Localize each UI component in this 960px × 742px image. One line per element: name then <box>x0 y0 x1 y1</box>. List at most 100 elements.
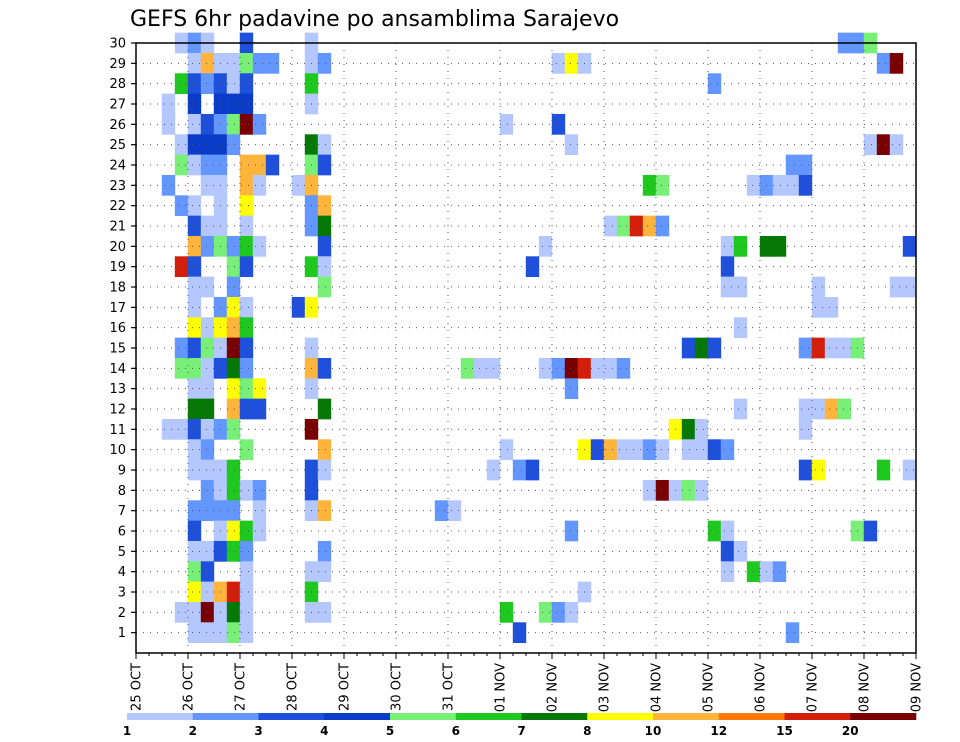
heatmap-cell-95 <box>629 215 644 237</box>
x-tick-label-0: 25 OCT <box>130 663 145 711</box>
heatmap-cell-302 <box>226 622 241 644</box>
x-tick-label-15: 09 NOV <box>910 663 925 712</box>
heatmap-cell-72 <box>291 174 306 196</box>
heatmap-cell-147 <box>239 337 254 359</box>
heatmap-cell-192 <box>837 398 852 420</box>
heatmap-cell-208 <box>499 439 514 461</box>
heatmap-cell-45 <box>174 134 189 156</box>
heatmap-cell-132 <box>291 296 306 318</box>
x-tick-label-9: 03 NOV <box>598 663 613 712</box>
colorbar: 1 2 3 4 5 6 7 8 10 12 15 20 <box>123 713 917 738</box>
heatmap-cell-256 <box>239 520 254 542</box>
colorbar-label-1: 2 <box>189 724 197 738</box>
y-tick-label-12: 12 <box>109 403 126 418</box>
heatmap-cell-92 <box>317 215 332 237</box>
heatmap-cell-68 <box>200 174 215 196</box>
heatmap-cell-112 <box>187 256 202 278</box>
y-tick-label-23: 23 <box>109 179 126 194</box>
y-tick-label-15: 15 <box>109 342 126 357</box>
heatmap-cell-211 <box>603 439 618 461</box>
heatmap-cell-255 <box>226 520 241 542</box>
heatmap-cell-82 <box>187 195 202 217</box>
heatmap-cell-137 <box>200 317 215 339</box>
heatmap-cell-88 <box>200 215 215 237</box>
heatmap-cell-304 <box>512 622 527 644</box>
heatmap-cells <box>161 32 917 644</box>
heatmap-cell-251 <box>434 500 449 522</box>
heatmap-cell-287 <box>174 601 189 623</box>
heatmap-cell-268 <box>317 540 332 562</box>
x-tick-label-4: 29 OCT <box>338 663 353 711</box>
heatmap-cell-188 <box>733 398 748 420</box>
heatmap-cell-66 <box>798 154 813 176</box>
heatmap-cell-207 <box>317 439 332 461</box>
heatmap-cell-170 <box>564 357 579 379</box>
heatmap-cell-184 <box>226 398 241 420</box>
heatmap-cell-74 <box>642 174 657 196</box>
x-tick-label-13: 07 NOV <box>806 663 821 712</box>
heatmap-cell-64 <box>317 154 332 176</box>
heatmap-cell-70 <box>239 174 254 196</box>
heatmap-cell-33 <box>226 93 241 115</box>
y-tick-label-17: 17 <box>109 301 126 316</box>
colorbar-label-3: 4 <box>320 724 328 738</box>
heatmap-cell-275 <box>317 561 332 583</box>
heatmap-cell-270 <box>733 540 748 562</box>
heatmap-cell-62 <box>265 154 280 176</box>
heatmap-cell-31 <box>187 93 202 115</box>
heatmap-cell-79 <box>785 174 800 196</box>
heatmap-cell-37 <box>187 113 202 135</box>
heatmap-cell-267 <box>239 540 254 562</box>
heatmap-cell-44 <box>551 113 566 135</box>
heatmap-cell-124 <box>733 276 748 298</box>
y-tick-label-1: 1 <box>118 626 126 641</box>
heatmap-cell-16 <box>317 52 332 74</box>
heatmap-cell-80 <box>798 174 813 196</box>
heatmap-cell-140 <box>239 317 254 339</box>
heatmap-cell-84 <box>239 195 254 217</box>
heatmap-cell-161 <box>226 357 241 379</box>
colorbar-segment-11 <box>850 713 917 720</box>
heatmap-cell-126 <box>889 276 904 298</box>
heatmap-cell-46 <box>187 134 202 156</box>
heatmap-cell-281 <box>200 581 215 603</box>
heatmap-cell-40 <box>226 113 241 135</box>
heatmap-cell-248 <box>252 500 267 522</box>
colorbar-segment-9 <box>718 713 785 720</box>
y-tick-label-22: 22 <box>109 199 126 214</box>
heatmap-cell-242 <box>681 479 696 501</box>
x-tick-label-11: 05 NOV <box>702 663 717 712</box>
heatmap-cell-67 <box>161 174 176 196</box>
heatmap-cell-141 <box>733 317 748 339</box>
heatmap-cell-96 <box>642 215 657 237</box>
colorbar-label-2: 3 <box>254 724 262 738</box>
heatmap-cell-127 <box>902 276 917 298</box>
heatmap-cell-299 <box>187 622 202 644</box>
heatmap-cell-298 <box>564 601 579 623</box>
heatmap-cell-204 <box>187 439 202 461</box>
heatmap-cell-158 <box>187 357 202 379</box>
y-tick-label-28: 28 <box>109 77 126 92</box>
y-tick-label-30: 30 <box>109 37 126 52</box>
heatmap-cell-52 <box>564 134 579 156</box>
heatmap-cell-107 <box>733 235 748 257</box>
heatmap-cell-216 <box>681 439 696 461</box>
heatmap-cell-198 <box>226 418 241 440</box>
colorbar-segment-0 <box>127 713 194 720</box>
heatmap-cell-42 <box>252 113 267 135</box>
heatmap-cell-41 <box>239 113 254 135</box>
heatmap-cell-269 <box>720 540 735 562</box>
heatmap-cell-186 <box>252 398 267 420</box>
heatmap-cell-98 <box>187 235 202 257</box>
heatmap-cell-105 <box>538 235 553 257</box>
heatmap-cell-154 <box>824 337 839 359</box>
heatmap-cell-71 <box>252 174 267 196</box>
heatmap-cell-155 <box>837 337 852 359</box>
heatmap-cell-202 <box>694 418 709 440</box>
heatmap-cell-177 <box>226 378 241 400</box>
heatmap-cell-94 <box>616 215 631 237</box>
heatmap-cell-233 <box>200 479 215 501</box>
heatmap-cell-51 <box>317 134 332 156</box>
heatmap-cell-24 <box>200 73 215 95</box>
heatmap-cell-34 <box>239 93 254 115</box>
